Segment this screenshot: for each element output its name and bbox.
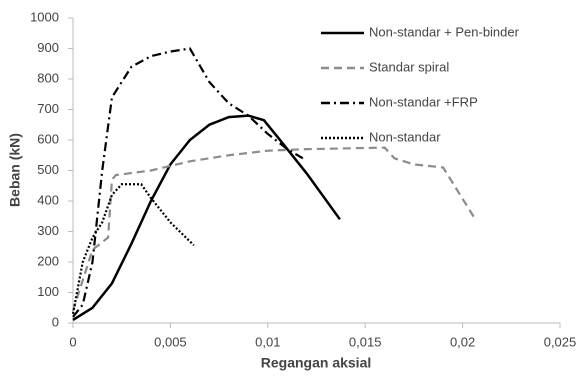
x-tick-label: 0,025: [544, 334, 577, 349]
series-line: [72, 47, 304, 318]
legend-label: Non-standar + Pen-binder: [369, 24, 520, 39]
series-line: [71, 146, 478, 312]
x-tick-label: 0,005: [154, 334, 187, 349]
legend-label: Non-standar +FRP: [369, 94, 478, 109]
y-tick-label: 500: [37, 162, 59, 177]
legend-label: Non-standar: [369, 129, 441, 144]
x-tick-label: 0: [69, 334, 76, 349]
x-axis-title: Regangan aksial: [261, 355, 372, 371]
x-tick-label: 0,01: [255, 334, 280, 349]
y-tick-label: 1000: [30, 9, 59, 24]
y-tick-label: 0: [52, 314, 59, 329]
y-tick-label: 900: [37, 40, 59, 55]
x-tick-label: 0,02: [450, 334, 475, 349]
y-tick-label: 200: [37, 253, 59, 268]
y-tick-label: 600: [37, 131, 59, 146]
y-tick-label: 100: [37, 284, 59, 299]
y-tick-label: 800: [37, 70, 59, 85]
legend-label: Standar spiral: [369, 59, 449, 74]
y-tick-label: 400: [37, 192, 59, 207]
x-tick-label: 0,015: [349, 334, 382, 349]
y-tick-label: 700: [37, 101, 59, 116]
y-axis-title: Beban (kN): [7, 133, 23, 207]
series-line: [72, 114, 341, 322]
series-line: [71, 183, 195, 315]
y-tick-label: 300: [37, 223, 59, 238]
